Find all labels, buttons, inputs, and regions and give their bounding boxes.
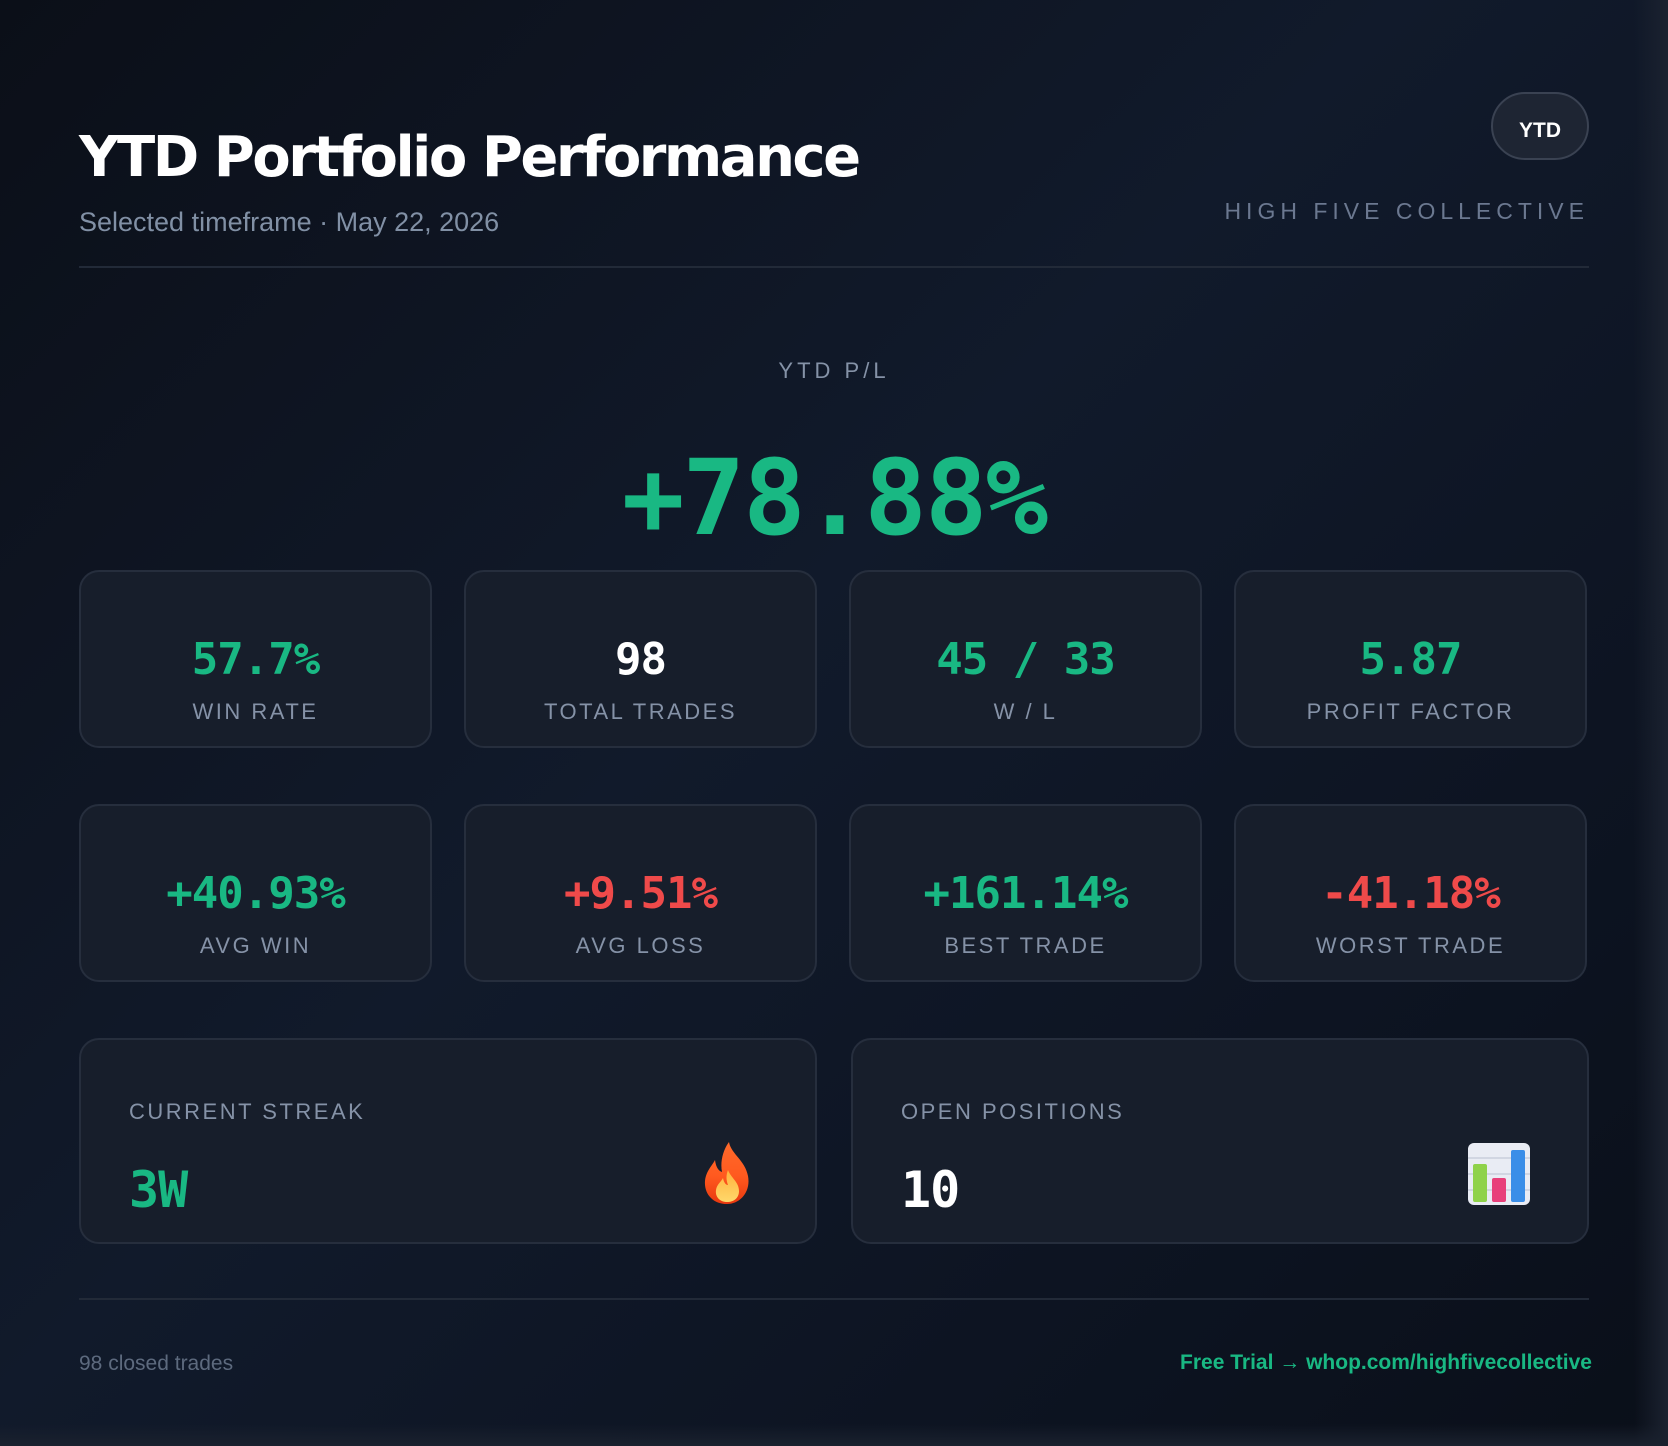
brand-name: HIGH FIVE COLLECTIVE (1224, 198, 1589, 224)
stat-value: 57.7% (191, 634, 320, 685)
current-streak-card: CURRENT STREAK 3W (79, 1038, 817, 1244)
footer-divider (79, 1298, 1589, 1300)
stat-label: WORST TRADE (1315, 933, 1506, 958)
stat-value: -41.18% (1321, 868, 1500, 919)
hero-value: +78.88% (621, 437, 1048, 559)
stat-card-worst-trade: -41.18% WORST TRADE (1234, 804, 1587, 982)
stat-label: AVG WIN (199, 933, 312, 958)
stat-value: 98 (615, 634, 667, 685)
stat-card-win-rate: 57.7% WIN RATE (79, 570, 432, 748)
stat-value: 45 / 33 (936, 634, 1115, 685)
stat-card-avg-loss: +9.51% AVG LOSS (464, 804, 817, 982)
streak-label: CURRENT STREAK (129, 1099, 366, 1124)
free-trial-link[interactable]: Free Trial → whop.com/highfivecollective (1180, 1351, 1592, 1374)
timeframe-subtitle: Selected timeframe · May 22, 2026 (79, 207, 500, 237)
stat-value: +161.14% (923, 868, 1129, 919)
stat-card-avg-win: +40.93% AVG WIN (79, 804, 432, 982)
card-content: YTD Portfolio Performance Selected timef… (79, 0, 1592, 1446)
page-title: YTD Portfolio Performance (79, 125, 861, 190)
stats-row-2: +40.93% AVG WIN +9.51% AVG LOSS +161.14%… (79, 804, 1589, 982)
stat-value: 5.87 (1359, 634, 1463, 685)
stat-value: +9.51% (564, 868, 718, 919)
stat-label: WIN RATE (192, 699, 319, 724)
stat-label: TOTAL TRADES (543, 699, 737, 724)
timeframe-badge[interactable]: YTD (1491, 92, 1589, 160)
stats-row-1: 57.7% WIN RATE 98 TOTAL TRADES 45 / 33 W… (79, 570, 1589, 748)
stat-card-win-loss: 45 / 33 W / L (849, 570, 1202, 748)
streak-positions-row: CURRENT STREAK 3W (79, 1038, 1589, 1244)
stat-card-profit-factor: 5.87 PROFIT FACTOR (1234, 570, 1587, 748)
positions-label: OPEN POSITIONS (901, 1099, 1125, 1124)
stat-value: +40.93% (166, 868, 345, 919)
header-divider (79, 266, 1589, 268)
positions-value: 10 (901, 1161, 960, 1219)
stat-label: AVG LOSS (575, 933, 706, 958)
stat-label: W / L (993, 699, 1058, 724)
right-edge-shade (1634, 0, 1668, 1446)
bar-chart-icon (1468, 1143, 1530, 1205)
stat-card-best-trade: +161.14% BEST TRADE (849, 804, 1202, 982)
open-positions-card: OPEN POSITIONS 10 (851, 1038, 1589, 1244)
streak-value: 3W (129, 1161, 188, 1219)
closed-trades-count: 98 closed trades (79, 1352, 234, 1375)
hero-label: YTD P/L (778, 358, 890, 383)
stat-label: PROFIT FACTOR (1306, 699, 1515, 724)
stat-card-total-trades: 98 TOTAL TRADES (464, 570, 817, 748)
stat-label: BEST TRADE (944, 933, 1107, 958)
bottom-edge-shade (0, 1424, 1668, 1446)
fire-icon (704, 1142, 749, 1204)
